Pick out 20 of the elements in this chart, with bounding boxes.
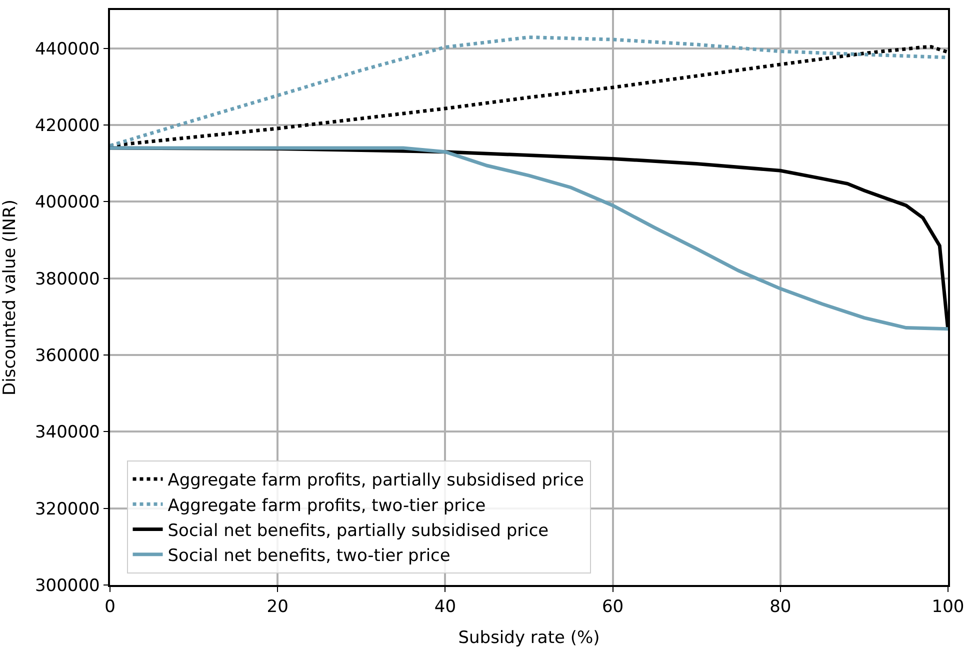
x-tick-label: 100 [932, 597, 964, 618]
x-tick-label: 20 [266, 597, 288, 618]
x-tick-label: 60 [602, 597, 624, 618]
y-tick-label: 400000 [34, 192, 100, 213]
y-tick-label: 420000 [34, 116, 100, 136]
y-tick-label: 360000 [34, 346, 100, 366]
legend-label: Social net benefits, two-tier price [168, 546, 450, 566]
x-tick-label: 0 [104, 597, 116, 618]
y-tick-label: 340000 [34, 422, 100, 443]
y-tick-label: 320000 [34, 499, 100, 520]
x-tick-label: 80 [770, 597, 792, 618]
legend-label: Aggregate farm profits, partially subsidised price [168, 470, 584, 491]
y-axis-title: Discounted value (INR) [0, 200, 20, 396]
x-axis-title: Subsidy rate (%) [458, 628, 600, 648]
y-tick-label: 440000 [34, 39, 100, 60]
y-tick-label: 380000 [34, 269, 100, 290]
x-tick-label: 40 [434, 597, 456, 618]
legend-label: Aggregate farm profits, two-tier price [168, 496, 486, 516]
y-tick-label: 300000 [34, 576, 100, 596]
legend-label: Social net benefits, partially subsidised price [168, 520, 549, 541]
